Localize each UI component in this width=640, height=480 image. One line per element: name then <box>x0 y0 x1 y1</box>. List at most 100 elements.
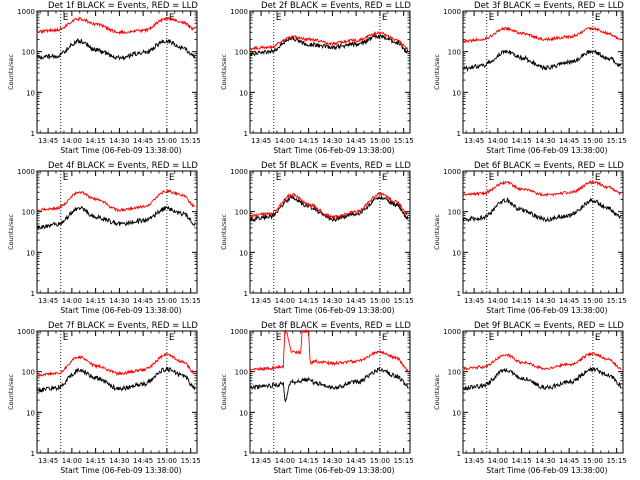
x-tick-label: 15:15 <box>181 457 201 465</box>
marker-letter: E <box>382 173 388 183</box>
y-tick-label: 1000 <box>230 8 248 16</box>
lld-series-line <box>462 26 622 44</box>
y-tick-label: 1 <box>457 290 461 298</box>
x-axis-label: Start Time (06-Feb-09 13:38:00) <box>273 466 394 475</box>
plot-frame <box>36 170 198 294</box>
lld-series-line <box>36 15 196 36</box>
x-axis-label: Start Time (06-Feb-09 13:38:00) <box>273 146 394 155</box>
y-tick-label: 1000 <box>17 168 35 176</box>
x-tick-label: 14:15 <box>86 297 106 305</box>
x-tick-label: 14:45 <box>133 137 153 145</box>
x-tick-label: 13:45 <box>464 297 484 305</box>
detector-panel-3: Det 3f BLACK = Events, RED = LLD Counts/s… <box>433 1 627 155</box>
events-series-line <box>36 366 196 394</box>
y-axis-label: Counts/sec <box>7 214 15 250</box>
x-axis-label: Start Time (06-Feb-09 13:38:00) <box>60 146 181 155</box>
x-tick-label: 15:00 <box>370 137 390 145</box>
marker-letter: E <box>169 333 175 343</box>
marker-letter: E <box>63 173 69 183</box>
y-axis-label: Counts/sec <box>433 214 441 250</box>
x-tick-label: 14:15 <box>299 457 319 465</box>
x-tick-label: 14:45 <box>346 297 366 305</box>
x-tick-label: 14:00 <box>488 297 508 305</box>
y-tick-label: 100 <box>448 49 461 57</box>
x-tick-label: 14:00 <box>275 137 295 145</box>
marker-letter: E <box>276 13 282 23</box>
y-axis-label: Counts/sec <box>220 374 228 410</box>
y-tick-label: 10 <box>26 89 35 97</box>
x-tick-label: 14:00 <box>62 297 82 305</box>
x-tick-label: 14:00 <box>488 457 508 465</box>
x-tick-label: 14:15 <box>512 297 532 305</box>
x-tick-label: 14:15 <box>512 137 532 145</box>
marker-letter: E <box>489 13 495 23</box>
detector-panel-4: Det 4f BLACK = Events, RED = LLD Counts/s… <box>7 161 201 315</box>
plot-frame <box>249 170 411 294</box>
x-tick-label: 15:00 <box>583 297 603 305</box>
detector-panel-7: Det 7f BLACK = Events, RED = LLD Counts/s… <box>7 321 201 475</box>
x-tick-label: 13:45 <box>38 457 58 465</box>
y-axis-label: Counts/sec <box>7 374 15 410</box>
y-tick-label: 100 <box>235 49 248 57</box>
y-tick-label: 100 <box>235 369 248 377</box>
x-tick-label: 14:45 <box>559 457 579 465</box>
marker-letter: E <box>276 333 282 343</box>
plot-frame <box>36 10 198 134</box>
panel-title: Det 5f BLACK = Events, RED = LLD <box>261 161 411 171</box>
plot-frame <box>462 170 624 294</box>
x-tick-label: 15:15 <box>394 297 414 305</box>
y-tick-label: 10 <box>26 409 35 417</box>
x-tick-label: 14:45 <box>133 457 153 465</box>
x-tick-label: 14:30 <box>109 297 129 305</box>
plot-frame <box>249 330 411 454</box>
events-series-line <box>36 205 196 230</box>
x-tick-label: 13:45 <box>251 137 271 145</box>
y-tick-label: 1000 <box>443 328 461 336</box>
panel-title: Det 2f BLACK = Events, RED = LLD <box>261 1 411 11</box>
panel-title: Det 4f BLACK = Events, RED = LLD <box>48 161 198 171</box>
x-tick-label: 14:30 <box>322 457 342 465</box>
y-tick-label: 1000 <box>443 168 461 176</box>
x-tick-label: 14:30 <box>109 137 129 145</box>
x-tick-label: 15:15 <box>607 297 627 305</box>
panel-title: Det 6f BLACK = Events, RED = LLD <box>474 161 624 171</box>
x-tick-label: 15:15 <box>181 297 201 305</box>
marker-letter: E <box>169 13 175 23</box>
marker-letter: E <box>489 333 495 343</box>
plot-frame <box>462 10 624 134</box>
lld-series-line <box>249 30 409 51</box>
detector-panel-8: Det 8f BLACK = Events, RED = LLD Counts/s… <box>220 321 414 475</box>
x-tick-label: 14:45 <box>133 297 153 305</box>
x-tick-label: 14:45 <box>559 137 579 145</box>
x-tick-label: 14:15 <box>86 457 106 465</box>
y-tick-label: 100 <box>22 209 35 217</box>
x-tick-label: 13:45 <box>251 297 271 305</box>
panel-title: Det 3f BLACK = Events, RED = LLD <box>474 1 624 11</box>
y-tick-label: 10 <box>239 89 248 97</box>
x-tick-label: 14:30 <box>109 457 129 465</box>
marker-letter: E <box>63 333 69 343</box>
plot-frame <box>462 330 624 454</box>
x-tick-label: 14:15 <box>299 297 319 305</box>
x-tick-label: 15:00 <box>583 457 603 465</box>
marker-letter: E <box>276 173 282 183</box>
plot-frame <box>249 10 411 134</box>
x-axis-label: Start Time (06-Feb-09 13:38:00) <box>486 466 607 475</box>
x-tick-label: 14:30 <box>322 137 342 145</box>
y-tick-label: 10 <box>452 89 461 97</box>
lld-series-line <box>249 328 409 373</box>
y-axis-label: Counts/sec <box>7 54 15 90</box>
events-series-line <box>249 33 409 57</box>
x-tick-label: 14:00 <box>62 137 82 145</box>
x-axis-label: Start Time (06-Feb-09 13:38:00) <box>486 306 607 315</box>
x-tick-label: 15:00 <box>370 457 390 465</box>
lld-series-line <box>462 179 622 197</box>
x-tick-label: 15:00 <box>583 137 603 145</box>
x-tick-label: 15:15 <box>607 457 627 465</box>
events-series-line <box>36 38 196 61</box>
marker-letter: E <box>382 13 388 23</box>
panel-title: Det 8f BLACK = Events, RED = LLD <box>261 321 411 331</box>
lld-series-line <box>249 191 409 220</box>
y-tick-label: 1000 <box>17 328 35 336</box>
panel-title: Det 1f BLACK = Events, RED = LLD <box>48 1 198 11</box>
